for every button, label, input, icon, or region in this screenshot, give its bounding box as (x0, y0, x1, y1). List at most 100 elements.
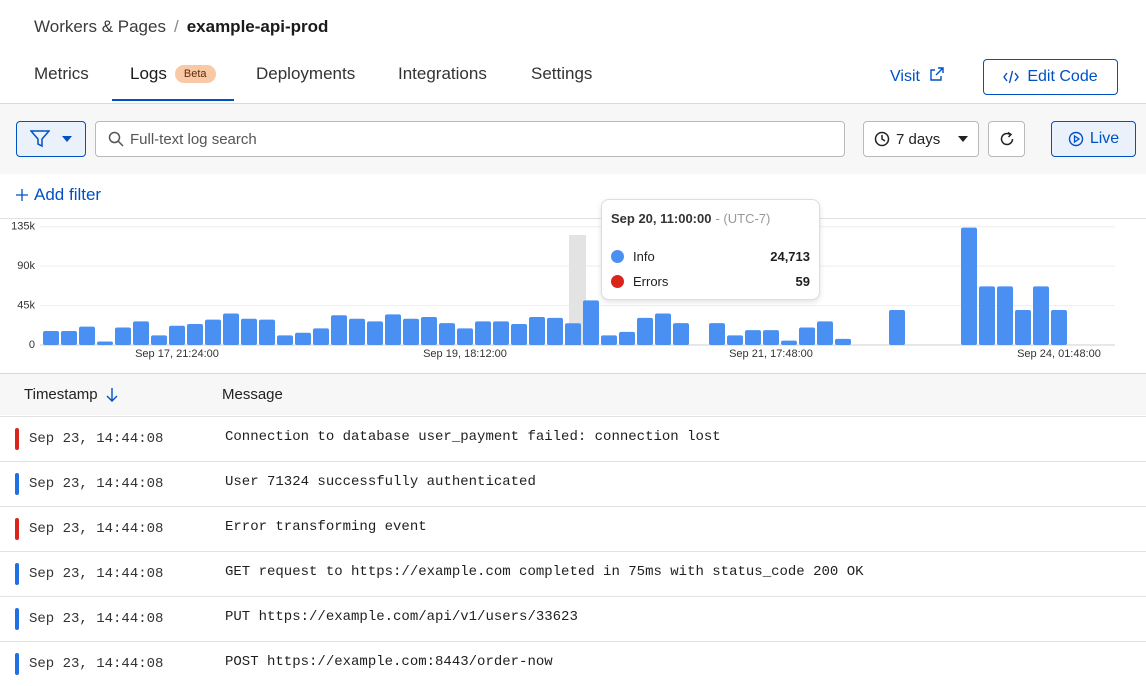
time-range-select[interactable]: 7 days (863, 121, 979, 157)
timestamp: Sep 23, 14:44:08 (29, 431, 164, 447)
add-filter[interactable]: Add filter (16, 185, 101, 205)
tab[interactable]: Settings (531, 64, 592, 102)
hover-highlight (569, 235, 586, 345)
bar (169, 325, 185, 345)
filter-icon (30, 130, 50, 148)
bar (151, 335, 167, 345)
tab-label: Integrations (398, 64, 487, 83)
column-header: Message (222, 386, 283, 403)
table-header: Timestamp Message (0, 374, 1146, 415)
legend-dot (611, 275, 624, 288)
bar (979, 286, 995, 345)
timestamp: Sep 23, 14:44:08 (29, 476, 164, 492)
message: POST https://example.com:8443/order-now (225, 654, 553, 670)
x-tick-label: Sep 21, 17:48:00 (729, 348, 813, 360)
breadcrumb-parent[interactable]: Workers & Pages (34, 17, 166, 36)
level-indicator (15, 608, 19, 630)
timestamp: Sep 23, 14:44:08 (29, 611, 164, 627)
filter-button[interactable] (16, 121, 86, 157)
message: GET request to https://example.com compl… (225, 564, 864, 580)
y-tick-label: 45k (17, 299, 35, 311)
log-row[interactable]: Sep 23, 14:44:08 Connection to database u… (0, 416, 1146, 461)
live-label: Live (1089, 130, 1120, 147)
bar (997, 286, 1013, 345)
level-indicator (15, 473, 19, 495)
log-row[interactable]: Sep 23, 14:44:08 PUT https://example.com/… (0, 596, 1146, 641)
divider (0, 218, 1146, 219)
level-indicator (15, 518, 19, 540)
bar (241, 318, 257, 345)
bar (133, 321, 149, 345)
timestamp-header[interactable]: Timestamp (24, 386, 118, 403)
refresh-button[interactable] (988, 121, 1025, 157)
visit-link[interactable]: Visit (890, 67, 945, 86)
visit-label: Visit (890, 68, 920, 85)
code-icon (1003, 70, 1020, 84)
tooltip-title: Sep 20, 11:00:00- (UTC-7) (611, 211, 770, 226)
message: Error transforming event (225, 519, 427, 535)
tab[interactable]: Logs Beta (130, 64, 216, 102)
tab[interactable]: Integrations (398, 64, 487, 102)
tab[interactable]: Deployments (256, 64, 355, 102)
bar (475, 321, 491, 345)
message: User 71324 successfully authenticated (225, 474, 536, 490)
tab-badge: Beta (174, 65, 216, 83)
bar (403, 318, 419, 345)
bar (1033, 286, 1049, 345)
bar (1051, 309, 1067, 345)
x-tick-label: Sep 24, 01:48:00 (1017, 348, 1101, 360)
tab-label: Metrics (34, 64, 89, 83)
play-icon (1068, 131, 1084, 147)
x-tick-label: Sep 17, 21:24:00 (135, 348, 219, 360)
legend-label: Info (633, 249, 655, 264)
edit-code-button[interactable]: Edit Code (983, 59, 1118, 95)
legend-label: Errors (633, 274, 669, 289)
column-header: Timestamp (24, 386, 98, 403)
plus-icon (16, 189, 28, 201)
tooltip: Sep 20, 11:00:00- (UTC-7) Info 24,713 Error… (601, 199, 820, 300)
bar (295, 332, 311, 345)
y-tick-label: 0 (29, 339, 35, 351)
bar (223, 313, 239, 345)
bar (799, 327, 815, 345)
log-row[interactable]: Sep 23, 14:44:08 GET request to https://e… (0, 551, 1146, 596)
log-volume-chart: 0 45k 90k 135k Sep 17, 21:24:00 Sep 19, 18:12… (11, 221, 1115, 360)
bar (835, 338, 851, 345)
search-input[interactable]: Full-text log search (95, 121, 845, 157)
tooltip-time: Sep 20, 11:00:00 (611, 211, 712, 226)
bar (781, 340, 797, 345)
live-button[interactable]: Live (1051, 121, 1136, 157)
bar (493, 321, 509, 345)
log-row[interactable]: Sep 23, 14:44:08 POST https://example.com… (0, 641, 1146, 686)
tab[interactable]: Metrics (34, 64, 89, 102)
sort-arrow (106, 387, 118, 402)
bar (421, 316, 437, 345)
level-indicator (15, 653, 19, 675)
add-filter-label: Add filter (34, 185, 102, 204)
bar (745, 330, 761, 345)
bar (619, 331, 635, 345)
toolbar: Full-text log search 7 days Live (0, 104, 1146, 174)
log-row[interactable]: Sep 23, 14:44:08 Error transforming event (0, 506, 1146, 551)
bar (187, 323, 203, 345)
bar (367, 321, 383, 345)
external-icon (930, 67, 945, 81)
divider (0, 103, 1146, 104)
active-underline (112, 99, 234, 101)
legend-dot (611, 250, 624, 263)
bar (331, 315, 347, 345)
breadcrumb: Workers & Pages / example-api-prod (34, 17, 328, 37)
y-tick-label: 135k (11, 221, 35, 233)
log-row[interactable]: Sep 23, 14:44:08 User 71324 successfully … (0, 461, 1146, 506)
edit-code-label: Edit Code (1027, 68, 1098, 85)
bar (43, 330, 59, 345)
bar (457, 328, 473, 345)
tooltip-value: 59 (795, 274, 810, 289)
tooltip-timezone: - (UTC-7) (715, 211, 771, 226)
y-tick-label: 90k (17, 260, 35, 272)
bar (529, 316, 545, 345)
refresh-icon (1000, 131, 1013, 146)
caret-icon (62, 136, 72, 142)
level-indicator (15, 428, 19, 450)
